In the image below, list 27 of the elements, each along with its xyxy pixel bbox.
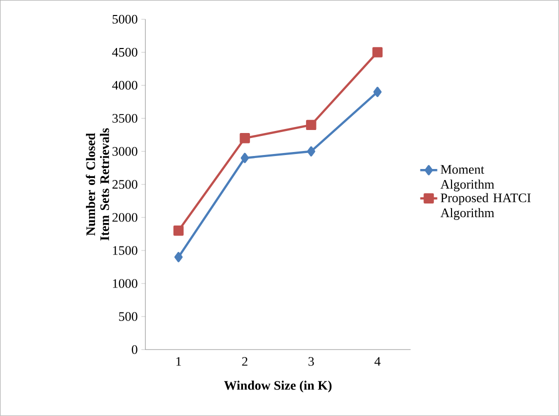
y-tick-label: 0	[132, 345, 138, 354]
x-tick-label: 2	[242, 357, 248, 366]
y-axis-title: Number of Closed Item Sets Retrievals	[86, 128, 110, 241]
x-tick-label: 1	[176, 357, 181, 366]
point	[174, 252, 183, 262]
y-tick-label: 1500	[113, 246, 138, 255]
y-tick-label: 4000	[112, 81, 138, 90]
point	[372, 47, 383, 58]
y-tick-label: 5000	[112, 14, 138, 24]
point	[173, 226, 184, 236]
point	[307, 146, 316, 157]
point	[306, 120, 316, 130]
y-tick-label: 2000	[112, 213, 138, 222]
y-tick-label: 3500	[112, 114, 138, 123]
point	[240, 152, 249, 164]
y-tick-label: 1000	[113, 279, 138, 288]
x-axis-title: Window Size (in K)	[224, 380, 332, 392]
y-tick-label: 500	[119, 312, 138, 321]
y-tick-label: 4500	[112, 48, 138, 57]
point	[373, 86, 382, 98]
legend-label: Moment Algorithm	[440, 165, 494, 192]
y-tick-label: 2500	[112, 180, 138, 189]
y-tick-label: 3000	[112, 147, 138, 156]
x-tick-label: 3	[308, 357, 314, 366]
x-tick-label: 4	[374, 357, 381, 366]
point	[240, 133, 250, 144]
legend-label: Proposed HATCI Algorithm	[440, 193, 531, 220]
